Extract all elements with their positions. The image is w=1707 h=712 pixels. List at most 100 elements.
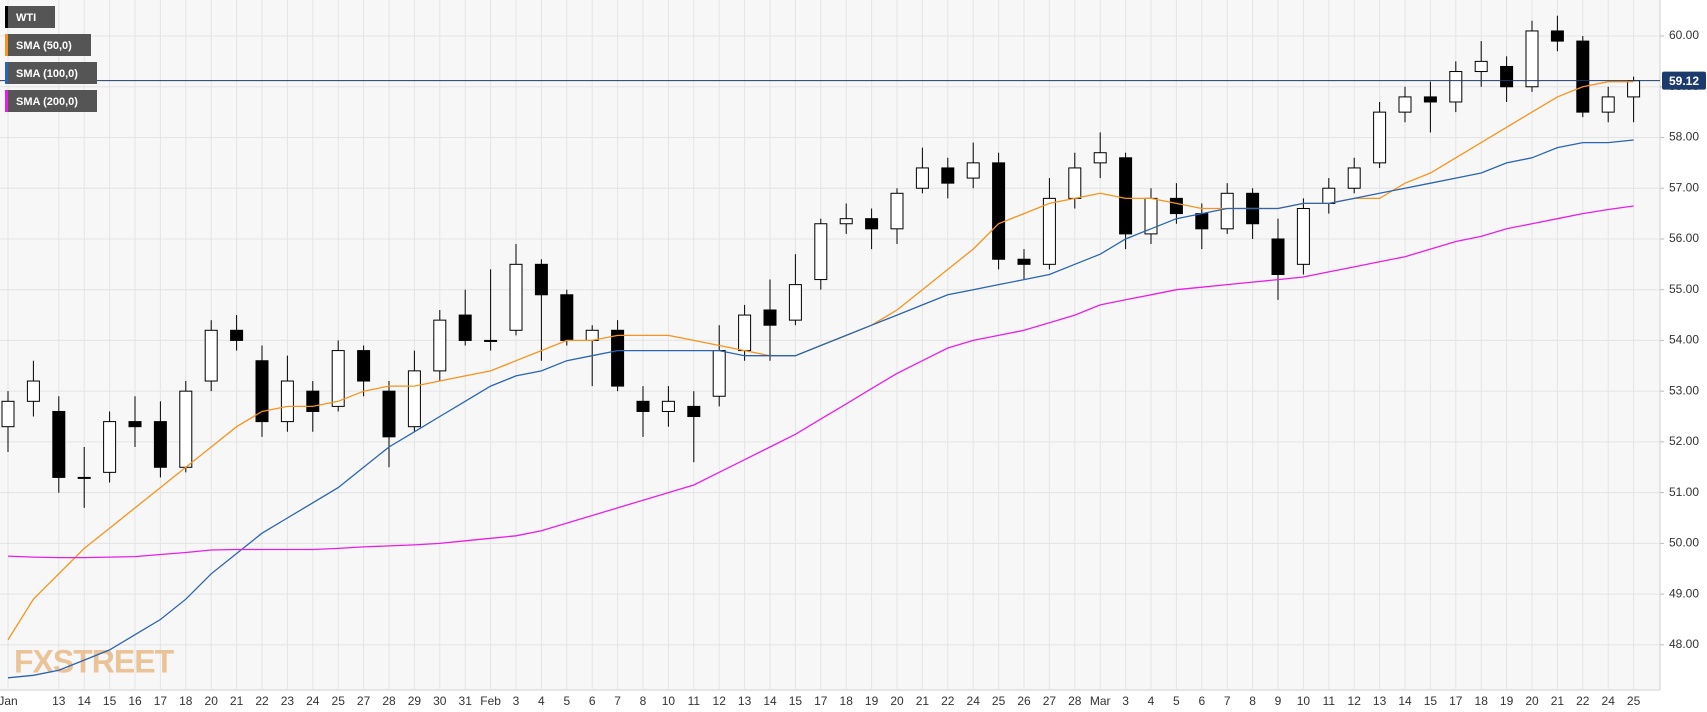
candle-body	[1119, 157, 1133, 235]
x-tick-label: 20	[890, 694, 904, 708]
candle-body	[1296, 208, 1310, 265]
x-tick-label: 22	[255, 694, 269, 708]
candle-body	[1093, 152, 1107, 164]
x-tick-label: 13	[738, 694, 752, 708]
x-tick-label: 4	[538, 694, 545, 708]
y-tick-label: 49.00	[1669, 586, 1699, 600]
candle-body	[661, 400, 675, 412]
legend-box	[5, 34, 91, 56]
legend-label: SMA (50,0)	[16, 40, 72, 52]
x-tick-label: 25	[992, 694, 1006, 708]
candle-body	[687, 405, 701, 418]
x-tick-label: 15	[103, 694, 117, 708]
candle-body	[1576, 40, 1590, 113]
candle-body	[1322, 187, 1336, 204]
x-tick-label: 20	[1525, 694, 1539, 708]
candle-body	[52, 410, 66, 478]
x-tick-label: 5	[1173, 694, 1180, 708]
candle-body	[1398, 96, 1412, 113]
x-tick-label: 14	[78, 694, 92, 708]
last-price-label: 59.12	[1669, 74, 1699, 88]
x-tick-label: 14	[1398, 694, 1412, 708]
candle-body	[1195, 213, 1209, 230]
x-tick-label: 5	[563, 694, 570, 708]
x-tick-label: 8	[640, 694, 647, 708]
candle-body	[1601, 96, 1615, 113]
candle-body	[179, 390, 193, 468]
candle-body	[738, 314, 752, 352]
candle-body	[77, 476, 91, 479]
candle-body	[357, 350, 371, 382]
candle-body	[915, 167, 929, 189]
sma-line	[7, 205, 1634, 559]
x-tick-label: 9	[1275, 694, 1282, 708]
legend-swatch	[5, 90, 8, 112]
candle-body	[1271, 238, 1285, 275]
x-tick-label: 10	[1297, 694, 1311, 708]
x-tick-label: 18	[1475, 694, 1489, 708]
x-tick-label: 31	[459, 694, 473, 708]
legend-swatch	[5, 62, 8, 84]
candle-body	[255, 360, 269, 423]
x-tick-label: 6	[589, 694, 596, 708]
x-tick-label: Jan	[0, 694, 18, 708]
x-tick-label: 7	[614, 694, 621, 708]
candle-body	[1474, 60, 1488, 73]
last-price-badge	[1662, 71, 1706, 90]
x-tick-label: 15	[1424, 694, 1438, 708]
y-tick-label: 57.00	[1669, 180, 1699, 194]
candle-body	[1347, 167, 1361, 189]
candle-body	[1500, 65, 1514, 88]
candle-body	[230, 329, 244, 341]
y-tick-label: 51.00	[1669, 485, 1699, 499]
candle-body	[534, 263, 548, 296]
candle-body	[1042, 197, 1056, 265]
x-tick-label: 12	[1348, 694, 1362, 708]
candle-body	[433, 319, 447, 372]
candle-body	[509, 263, 523, 331]
x-tick-label: 23	[281, 694, 295, 708]
candle-body	[1550, 30, 1564, 42]
x-tick-label: 18	[840, 694, 854, 708]
candle-body	[1, 400, 15, 428]
x-tick-label: 25	[1627, 694, 1641, 708]
candle-body	[941, 167, 955, 184]
x-tick-label: 10	[662, 694, 676, 708]
legend: WTI SMA (50,0) SMA (100,0) SMA (200,0)	[5, 6, 97, 112]
x-tick-label: 8	[1249, 694, 1256, 708]
candle-body	[1017, 258, 1031, 265]
x-tick-label: 7	[1224, 694, 1231, 708]
x-tick-label: 28	[1068, 694, 1082, 708]
legend-label: SMA (100,0)	[16, 68, 78, 80]
x-tick-label: 28	[382, 694, 396, 708]
x-tick-label: 24	[1602, 694, 1616, 708]
x-tick-label: 12	[713, 694, 727, 708]
x-tick-label: 30	[433, 694, 447, 708]
candle-body	[280, 380, 294, 423]
x-tick-label: 21	[230, 694, 244, 708]
candle-body	[611, 329, 625, 387]
candle-body	[992, 162, 1006, 260]
candle-body	[1220, 192, 1234, 230]
x-tick-label: 20	[205, 694, 219, 708]
candle-body	[1169, 197, 1183, 215]
y-tick-label: 53.00	[1669, 383, 1699, 397]
candle-body	[484, 339, 498, 342]
x-tick-label: 24	[967, 694, 981, 708]
candle-body	[26, 380, 40, 402]
y-tick-label: 50.00	[1669, 536, 1699, 550]
x-tick-label: 11	[688, 694, 701, 708]
candle-body	[788, 284, 802, 321]
candle-body	[814, 223, 828, 281]
x-tick-label: 29	[408, 694, 422, 708]
x-tick-label: 19	[865, 694, 879, 708]
x-tick-label: 18	[179, 694, 193, 708]
candle-body	[128, 421, 142, 428]
x-tick-label: 17	[1449, 694, 1463, 708]
candle-body	[1627, 80, 1641, 98]
x-tick-label: 17	[154, 694, 168, 708]
x-tick-label: 17	[814, 694, 828, 708]
x-tick-label: 19	[1500, 694, 1514, 708]
y-tick-label: 58.00	[1669, 130, 1699, 144]
